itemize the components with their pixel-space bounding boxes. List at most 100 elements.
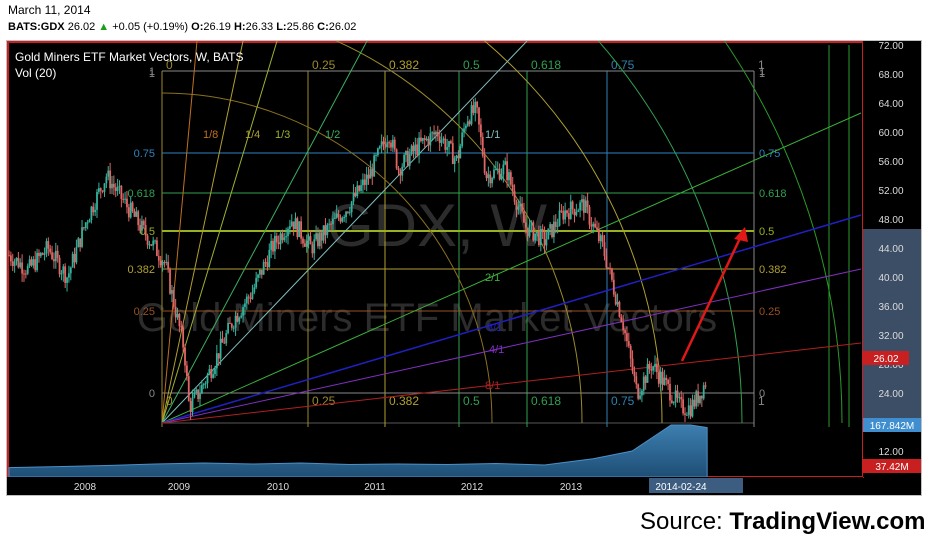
candle-body [463, 128, 465, 133]
candle-body [655, 363, 658, 373]
candle-body [382, 141, 385, 145]
candle-body [474, 101, 477, 113]
source-brand: TradingView.com [729, 508, 926, 535]
candle-body [23, 273, 25, 275]
candle-body [584, 200, 587, 213]
candle-body [112, 183, 115, 188]
candle-body [354, 192, 357, 197]
candle-body [504, 161, 507, 165]
candle-body [466, 121, 469, 126]
candle-body [571, 201, 574, 210]
candle-body [442, 138, 445, 140]
y-tick-label: 32.00 [878, 331, 903, 342]
candle-body [391, 139, 394, 148]
candle-body [28, 259, 31, 266]
y-tick-label: 24.00 [878, 389, 903, 400]
candle-body [395, 149, 398, 169]
forecast-arrow-head-icon [734, 227, 748, 242]
candle-body [81, 227, 83, 247]
candle-body [429, 133, 432, 146]
candle-body [345, 211, 347, 218]
candle-body [352, 192, 355, 202]
candle-body [421, 138, 424, 141]
candle-body [139, 224, 141, 231]
y-tick-label: 36.00 [878, 302, 903, 313]
candle-body [611, 268, 613, 280]
x-tick-label: 2010 [267, 482, 290, 493]
candle-body [335, 213, 338, 218]
candle-body [642, 376, 645, 391]
candle-body [270, 240, 273, 251]
candle-body [219, 338, 222, 359]
y-tick-label: 12.00 [878, 447, 903, 458]
candle-body [369, 169, 372, 179]
candle-body [581, 199, 583, 203]
candle-body [165, 261, 168, 263]
fib-time-top-label: 1 [758, 58, 765, 72]
candle-body [543, 231, 546, 246]
candle-body [69, 267, 72, 274]
candle-body [704, 385, 707, 387]
candle-body [470, 105, 473, 125]
y-tick-label: 64.00 [878, 99, 903, 110]
candle-body [506, 161, 508, 181]
gann-fan-label: 8/1 [485, 380, 500, 392]
fib-time-top-label: 0.618 [531, 58, 561, 72]
candle-body [73, 253, 76, 263]
candle-body [253, 287, 256, 293]
candle-body [266, 262, 269, 268]
price-axis [863, 41, 921, 477]
candle-body [47, 241, 50, 249]
candle-body [193, 392, 196, 398]
candle-body [101, 190, 104, 192]
candle-body [682, 399, 685, 414]
candle-body [320, 232, 323, 241]
candle-body [159, 260, 162, 266]
candle-body [509, 172, 512, 185]
candle-body [30, 259, 33, 266]
price-chart[interactable]: GDX, W Gold Miners ETF Market Vectors 00… [7, 41, 921, 495]
candle-body [206, 374, 209, 384]
candle-body [305, 240, 308, 247]
candle-body [371, 169, 374, 177]
candle-body [633, 371, 636, 377]
x-tick-label: 2013 [560, 482, 583, 493]
candle-body [154, 240, 156, 242]
candle-body [36, 252, 38, 271]
candle-body [339, 217, 342, 222]
candle-body [126, 198, 128, 208]
gann-corner-label: 1 [759, 68, 765, 80]
candle-body [493, 169, 495, 178]
candle-body [397, 168, 400, 171]
volume-tag-2-text: 37.42M [875, 462, 908, 473]
candle-body [489, 174, 492, 184]
candle-body [131, 202, 134, 212]
candle-body [120, 185, 123, 199]
candle-body [124, 198, 126, 200]
candle-body [238, 317, 241, 322]
candle-body [567, 213, 570, 220]
candle-body [435, 131, 437, 135]
x-tick-label: 2008 [74, 482, 97, 493]
gann-arcs [161, 41, 843, 424]
candle-body [702, 385, 705, 399]
candle-body [450, 141, 452, 144]
gann-fan-label: 1/3 [275, 129, 290, 141]
fib-time-top-label: 0.5 [463, 58, 480, 72]
candle-body [83, 227, 85, 229]
fib-level-right-label: 0 [759, 388, 765, 400]
candle-body [288, 226, 291, 229]
fib-level-left-label: 1 [149, 66, 155, 78]
candle-body [34, 259, 37, 271]
fib-level-right-label: 0.618 [759, 188, 787, 200]
candle-body [487, 174, 490, 179]
candle-body [575, 211, 578, 216]
candle-body [348, 212, 351, 214]
candle-body [670, 400, 673, 403]
candle-body [161, 262, 164, 266]
candle-body [691, 399, 694, 417]
candle-body [330, 223, 332, 225]
candle-body [62, 266, 65, 274]
candle-body [105, 176, 108, 184]
